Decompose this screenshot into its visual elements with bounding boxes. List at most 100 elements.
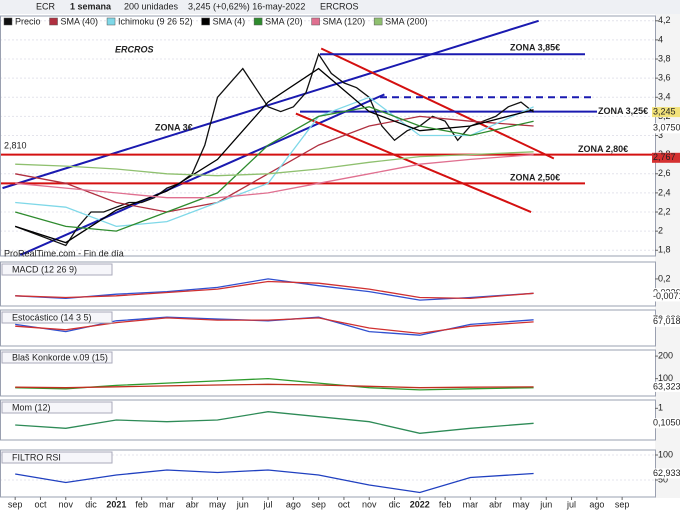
panel-title: FILTRO RSI xyxy=(12,452,61,462)
y-tick-label: 4,2 xyxy=(658,15,671,25)
panel-title-box xyxy=(1,263,113,276)
panel-title-box xyxy=(1,451,113,464)
trend-line xyxy=(320,47,555,160)
y-tick-label: 3,8 xyxy=(658,53,671,63)
series-line xyxy=(15,153,534,199)
price-label-box xyxy=(652,107,680,118)
legend-swatch xyxy=(201,17,210,26)
level-label: ZONA 2,50€ xyxy=(510,173,560,183)
x-tick-label: jun xyxy=(539,499,552,509)
panel xyxy=(15,278,534,301)
series-line xyxy=(15,280,534,300)
symbol[interactable]: ECR xyxy=(36,1,56,11)
chart-title: ERCROS xyxy=(115,44,154,54)
x-tick-label: ago xyxy=(286,499,301,509)
price-label-box xyxy=(652,316,680,327)
legend-label: SMA (40) xyxy=(61,16,99,26)
series-line xyxy=(15,278,534,301)
panel xyxy=(0,19,655,256)
trend-line xyxy=(2,19,539,190)
x-tick-label: feb xyxy=(439,499,452,509)
y-tick-label: 100 xyxy=(658,373,673,383)
annotation: ZONA 3€ xyxy=(155,122,193,132)
legend-swatch xyxy=(253,17,263,26)
y-tick-label: 2,4 xyxy=(658,187,671,197)
price-label-box xyxy=(652,381,680,392)
price-label: 3,0750 xyxy=(653,123,680,133)
x-tick-label: mar xyxy=(159,499,175,509)
price-label: 63,323 xyxy=(653,381,680,391)
y-tick-label: 0,2 xyxy=(658,273,671,283)
panel-title: Blaš Konkorde v.09 (15) xyxy=(12,352,108,362)
series-line xyxy=(15,383,534,389)
series-line xyxy=(15,115,534,213)
y-tick-label: 1 xyxy=(658,403,663,413)
x-tick-label: abr xyxy=(489,499,502,509)
series-line xyxy=(15,317,534,335)
y-tick-label: 2 xyxy=(658,226,663,236)
price-label: 3,245 xyxy=(653,106,676,116)
trend-line xyxy=(295,112,532,213)
panel-title-box xyxy=(1,351,113,364)
x-tick-label: dic xyxy=(389,499,401,509)
y-tick-label: 2,2 xyxy=(658,206,671,216)
legend-swatch xyxy=(3,17,13,26)
series-line xyxy=(15,469,534,494)
series-line xyxy=(15,106,534,232)
legend-label: SMA (120) xyxy=(323,16,366,26)
panel xyxy=(15,377,534,391)
x-tick-label: abr xyxy=(186,499,199,509)
x-tick-label: sep xyxy=(8,499,23,509)
x-tick-label: 2021 xyxy=(106,499,126,509)
price-label-box xyxy=(652,291,680,302)
panel-title: Estocástico (14 3 5) xyxy=(12,312,92,322)
x-tick-label: mar xyxy=(463,499,479,509)
x-tick-label: oct xyxy=(338,499,351,509)
x-tick-label: may xyxy=(512,499,530,509)
period[interactable]: 1 semana xyxy=(70,1,112,11)
series-line xyxy=(15,96,534,228)
price-axis xyxy=(655,14,680,498)
legend-label: SMA (20) xyxy=(265,16,303,26)
legend-label: SMA (4) xyxy=(213,16,246,26)
y-tick-label: 3,6 xyxy=(658,73,671,83)
x-tick-label: jul xyxy=(263,499,273,509)
legend-swatch xyxy=(311,17,320,26)
y-tick-label: 4 xyxy=(658,34,663,44)
units[interactable]: 200 unidades xyxy=(124,1,179,11)
price-label: 0,1050 xyxy=(653,418,680,428)
x-tick-label: sep xyxy=(311,499,326,509)
x-tick-label: nov xyxy=(58,499,73,509)
price-label-box xyxy=(652,152,680,163)
price-label: 2,767 xyxy=(653,152,676,162)
annotation: ProRealTime.com - Fin de día xyxy=(4,248,124,258)
annotation: 2,810 xyxy=(4,140,27,150)
y-tick-label: 200 xyxy=(658,350,673,360)
series-line xyxy=(15,411,534,434)
panel-frame xyxy=(0,349,656,397)
price-label-box xyxy=(652,123,680,134)
panel-title-box xyxy=(1,401,113,414)
panel-frame xyxy=(0,309,656,347)
legend-label: Precio xyxy=(15,16,41,26)
x-tick-label: may xyxy=(209,499,227,509)
instrument-name: ERCROS xyxy=(320,1,359,11)
legend-label: SMA (200) xyxy=(385,16,428,26)
x-tick-label: jul xyxy=(566,499,576,509)
legend-swatch xyxy=(49,17,58,26)
x-tick-label: sep xyxy=(615,499,630,509)
x-tick-label: dic xyxy=(85,499,97,509)
panel-title: MACD (12 26 9) xyxy=(12,264,77,274)
level-label: ZONA 2,80€ xyxy=(578,144,628,154)
y-tick-label: 1,8 xyxy=(658,245,671,255)
panel-title: Mom (12) xyxy=(12,402,51,412)
x-tick-label: ago xyxy=(589,499,604,509)
series-line xyxy=(15,151,534,177)
price-label: -0,0071 xyxy=(653,291,680,301)
series-line xyxy=(14,52,535,247)
toolbar xyxy=(0,0,680,14)
legend-label: Ichimoku (9 26 52) xyxy=(118,16,193,26)
x-tick-label: feb xyxy=(135,499,148,509)
quote: 3,245 (+0,62%) 16-may-2022 xyxy=(188,1,305,11)
